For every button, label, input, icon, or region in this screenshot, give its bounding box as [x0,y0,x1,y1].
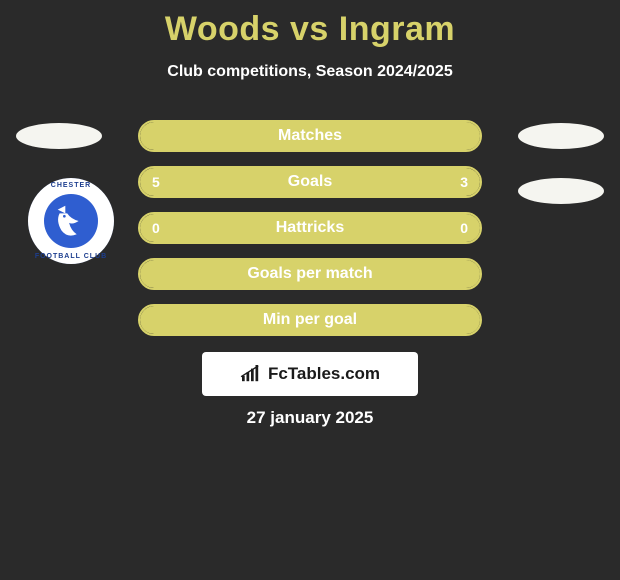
stat-label: Goals [140,168,480,196]
stat-label: Hattricks [140,214,480,242]
stat-bar-goals: 5 Goals 3 [138,166,482,198]
brand-link[interactable]: FcTables.com [202,352,418,396]
club-crest: CHESTER FOOTBALL CLUB [28,178,114,264]
stat-label: Goals per match [140,260,480,288]
stat-bar-matches: Matches [138,120,482,152]
stat-value-right: 3 [460,168,468,196]
date-label: 27 january 2025 [0,408,620,428]
stats-bars: Matches 5 Goals 3 0 Hattricks 0 Goals pe… [138,120,482,350]
bar-chart-icon [240,365,262,383]
stat-bar-min-per-goal: Min per goal [138,304,482,336]
stat-bar-goals-per-match: Goals per match [138,258,482,290]
brand-text: FcTables.com [268,364,380,384]
stat-label: Min per goal [140,306,480,334]
page-subtitle: Club competitions, Season 2024/2025 [0,63,620,81]
team-badge-left-1 [16,123,102,149]
crest-bottom-text: FOOTBALL CLUB [28,253,114,260]
page-title: Woods vs Ingram [0,0,620,49]
stat-value-right: 0 [460,214,468,242]
stat-bar-hattricks: 0 Hattricks 0 [138,212,482,244]
team-badge-right-1 [518,123,604,149]
crest-top-text: CHESTER [28,182,114,189]
stat-label: Matches [140,122,480,150]
wolf-icon [52,202,90,240]
team-badge-right-2 [518,178,604,204]
